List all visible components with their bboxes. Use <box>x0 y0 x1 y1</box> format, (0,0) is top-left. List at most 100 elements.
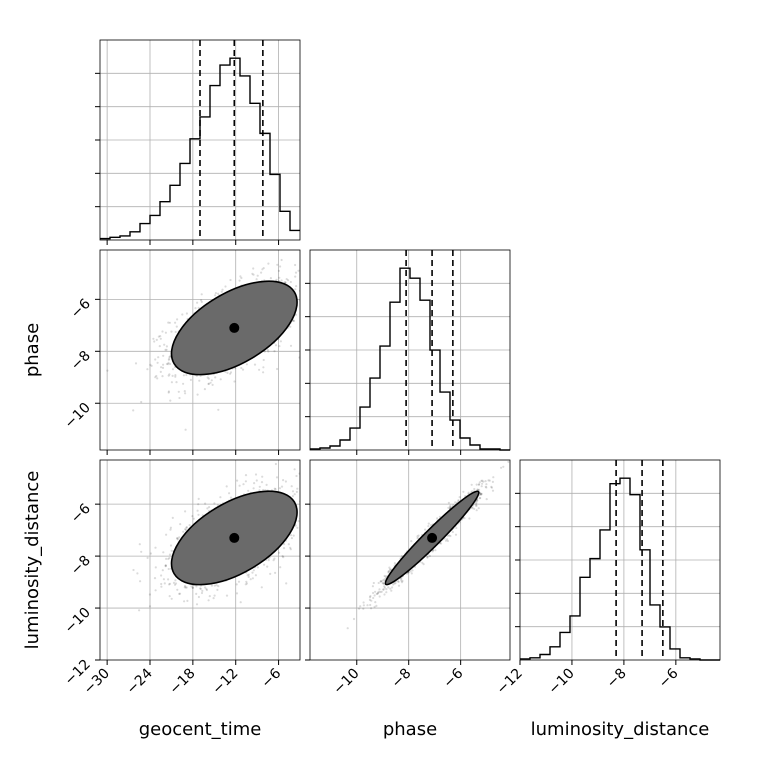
sample-point <box>204 502 207 505</box>
sample-point <box>411 569 414 572</box>
sample-point <box>289 280 292 284</box>
sample-point <box>132 568 135 572</box>
sample-point <box>155 374 158 378</box>
sample-point <box>427 525 430 528</box>
sample-point <box>284 281 287 284</box>
histogram-line-phase <box>310 267 510 451</box>
sample-point <box>478 481 481 484</box>
sample-point <box>476 499 479 502</box>
sample-point <box>185 312 188 315</box>
sample-point <box>239 275 242 278</box>
y-label-phase: phase <box>22 323 43 377</box>
sample-point <box>269 277 272 280</box>
sample-point <box>217 292 220 295</box>
sample-point <box>184 428 187 431</box>
sample-point <box>401 579 404 583</box>
sample-point <box>176 588 179 591</box>
sample-point <box>291 495 294 498</box>
sample-point <box>397 580 400 583</box>
sample-point <box>229 496 233 499</box>
sample-point <box>167 557 170 561</box>
sample-point <box>220 290 223 293</box>
sample-point <box>261 268 264 271</box>
sample-point <box>154 546 157 549</box>
sample-point <box>280 258 283 262</box>
sample-point <box>184 586 187 589</box>
sample-point <box>168 321 171 324</box>
sample-point <box>479 491 482 495</box>
sample-point <box>185 526 188 529</box>
sample-point <box>480 479 483 482</box>
sample-point <box>454 533 458 536</box>
sample-point <box>210 379 213 382</box>
sample-point <box>252 487 255 490</box>
sample-point <box>278 345 281 348</box>
sample-point <box>393 582 396 585</box>
sample-point <box>191 586 194 589</box>
sample-point <box>436 517 439 520</box>
sample-point <box>195 603 199 606</box>
sample-point <box>174 579 177 582</box>
sample-point <box>468 517 471 520</box>
sample-point <box>500 466 503 469</box>
sample-point <box>410 572 413 575</box>
sample-point <box>397 584 401 587</box>
sample-point <box>400 579 403 582</box>
sample-point <box>475 483 478 486</box>
sample-point <box>380 590 383 593</box>
sample-point <box>479 492 482 495</box>
sample-point <box>246 574 249 577</box>
x-label-phase: phase <box>383 719 437 740</box>
sample-point <box>390 589 393 592</box>
sample-point <box>168 373 171 376</box>
sample-point <box>261 475 264 478</box>
sample-point <box>178 396 181 400</box>
sample-point <box>164 565 167 568</box>
sample-point <box>293 493 296 496</box>
sample-point <box>265 483 268 486</box>
sample-point <box>281 555 284 558</box>
sample-point <box>254 473 258 476</box>
sample-point <box>162 551 165 554</box>
sample-point <box>371 585 374 588</box>
sample-point <box>378 595 381 598</box>
sample-point <box>253 363 257 366</box>
panel-frame <box>99 249 301 451</box>
sample-point <box>449 534 452 538</box>
sample-point <box>208 506 211 509</box>
sample-point <box>260 481 264 484</box>
sample-point <box>148 593 151 596</box>
sample-point <box>255 479 258 482</box>
sample-point <box>258 489 261 492</box>
sample-point <box>294 275 297 278</box>
sample-point <box>176 537 179 540</box>
sample-point <box>252 569 255 572</box>
sample-point <box>258 485 261 488</box>
sample-point <box>167 374 170 377</box>
sample-point <box>183 390 186 393</box>
sample-point <box>161 375 164 378</box>
sample-point <box>470 483 473 486</box>
sample-point <box>184 528 187 531</box>
sample-point <box>208 595 211 598</box>
sample-point <box>290 534 293 537</box>
sample-point <box>274 462 277 466</box>
sample-point <box>385 588 388 591</box>
sample-point <box>209 381 212 384</box>
density-peak <box>427 532 438 543</box>
sample-point <box>416 535 419 538</box>
sample-point <box>167 321 170 324</box>
sample-point <box>178 592 182 595</box>
sample-point <box>247 575 250 579</box>
sample-point <box>507 460 510 463</box>
sample-point <box>382 581 385 585</box>
sample-point <box>491 489 495 492</box>
sample-point <box>192 517 195 520</box>
sample-point <box>280 485 284 488</box>
sample-point <box>289 546 292 549</box>
sample-point <box>446 534 449 537</box>
sample-point <box>171 516 174 520</box>
sample-point <box>294 288 297 291</box>
sample-point <box>168 595 171 598</box>
sample-point <box>251 577 254 580</box>
